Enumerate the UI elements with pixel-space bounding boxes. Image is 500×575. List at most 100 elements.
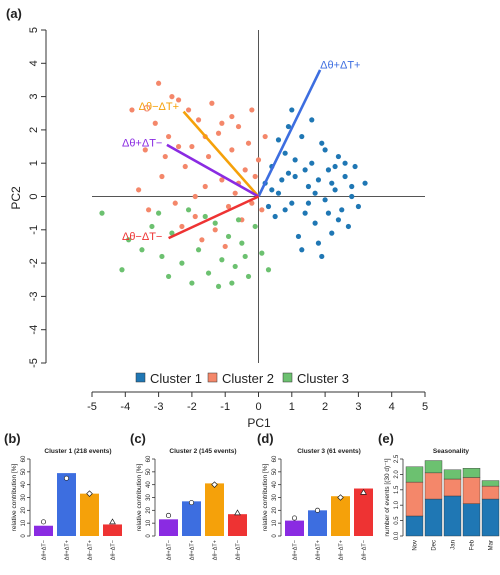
panel-e-label: (e) — [378, 431, 394, 446]
bar-category-label: Δθ−ΔT− — [362, 540, 368, 560]
panel-b-label: (b) — [4, 431, 21, 446]
vector-label: Δθ−ΔT+ — [139, 101, 179, 113]
scatter-point-cluster-3 — [229, 280, 235, 286]
scatter-point-cluster-1 — [272, 213, 278, 220]
circle-marker — [63, 475, 70, 481]
y-tick-label: 2 — [28, 127, 40, 133]
scatter-point-cluster-3 — [245, 273, 252, 280]
x-tick-label: 1 — [289, 401, 295, 413]
stacked-bar-segment — [405, 481, 424, 517]
x-tick-label: -3 — [154, 401, 164, 413]
loading-vector — [257, 69, 322, 198]
circle-marker — [188, 500, 195, 506]
legend-swatch — [207, 372, 218, 383]
legend-label: Cluster 2 — [222, 371, 274, 386]
y-tick-label: 0.0 — [394, 531, 400, 540]
scatter-point-cluster-3 — [119, 267, 125, 273]
scatter-point-cluster-3 — [232, 263, 238, 270]
y-tick-label: 2.5 — [394, 454, 400, 463]
x-tick-label: -1 — [220, 401, 230, 413]
scatter-point-cluster-1 — [315, 177, 322, 183]
panel-a-legend: Cluster 1 Cluster 2 Cluster 3 — [135, 371, 349, 386]
y-axis-label: relative contribution [%] — [11, 464, 18, 532]
scatter-point-cluster-3 — [242, 253, 248, 260]
y-tick-label: 10 — [146, 519, 152, 526]
panel-a-scatter: (a) -5 -4 -3 -2 -1 0 1 2 3 4 5 -5 -4 -3 -2 -1 0 1 2 3 4 5 Δθ+… — [6, 6, 428, 430]
scatter-point-cluster-2 — [205, 153, 212, 160]
scatter-point-cluster-2 — [225, 203, 232, 210]
scatter-point-cluster-3 — [156, 210, 162, 216]
y-tick-label: 60 — [272, 455, 278, 462]
bar — [80, 493, 99, 536]
scatter-point-cluster-2 — [156, 80, 162, 86]
scatter-point-cluster-1 — [352, 163, 358, 170]
scatter-point-cluster-1 — [349, 193, 355, 200]
y-axis-label: number of events [(30 d)⁻¹] — [384, 458, 391, 536]
scatter-point-cluster-1 — [329, 180, 335, 186]
bar-category-label: Δθ+ΔT+ — [316, 540, 322, 560]
y-tick-label: 1 — [28, 160, 40, 166]
circle-marker — [291, 515, 298, 521]
y-tick-label: 5 — [28, 27, 40, 33]
scatter-point-cluster-2 — [249, 107, 255, 113]
panel-a-label: (a) — [6, 6, 22, 21]
scatter-point-cluster-2 — [242, 167, 248, 173]
y-tick-label: 0 — [28, 193, 40, 199]
scatter-point-cluster-1 — [295, 233, 302, 240]
y-tick-label: 30 — [146, 494, 152, 501]
scatter-point-cluster-1 — [265, 203, 272, 210]
stacked-bar-segment — [443, 478, 462, 497]
scatter-point-cluster-3 — [149, 223, 155, 230]
scatter-point-cluster-1 — [275, 190, 282, 196]
scatter-point-cluster-2 — [185, 107, 192, 113]
scatter-point-cluster-2 — [189, 143, 195, 150]
stacked-bar-segment — [443, 469, 462, 480]
scatter-point-cluster-2 — [212, 227, 218, 233]
scatter-point-cluster-2 — [219, 177, 225, 183]
x-tick-label: -4 — [120, 401, 130, 413]
scatter-point-cluster-1 — [362, 180, 368, 186]
scatter-point-cluster-2 — [232, 190, 238, 196]
vector-label: Δθ+ΔT+ — [320, 59, 360, 71]
y-tick-label: 0 — [21, 534, 27, 538]
scatter-point-cluster-1 — [335, 217, 342, 223]
scatter-point-cluster-3 — [169, 230, 175, 236]
scatter-point-cluster-1 — [312, 190, 318, 196]
diamond-marker — [337, 494, 344, 501]
bar-category-label: Δθ+ΔT− — [167, 540, 173, 560]
vector-label: Δθ−ΔT− — [122, 231, 162, 243]
scatter-point-cluster-1 — [322, 147, 328, 153]
scatter-point-cluster-2 — [136, 187, 142, 193]
scatter-point-cluster-1 — [302, 210, 308, 216]
scatter-point-cluster-2 — [162, 153, 168, 160]
scatter-point-cluster-3 — [205, 270, 212, 276]
scatter-point-cluster-1 — [305, 183, 312, 190]
panel-a-axes: -5 -4 -3 -2 -1 0 1 2 3 4 5 -5 -4 -3 -2 -1 0 1 2 3 4 5 — [28, 27, 428, 413]
scatter-point-cluster-2 — [245, 140, 252, 146]
scatter-point-cluster-1 — [355, 203, 361, 210]
scatter-point-cluster-2 — [146, 207, 152, 213]
scatter-point-cluster-3 — [239, 240, 245, 246]
scatter-point-cluster-3 — [99, 210, 105, 216]
bar-category-label: Δθ−ΔT+ — [339, 540, 345, 560]
loading-vector — [182, 110, 260, 198]
bar-panel-title: Cluster 2 (145 events) — [169, 448, 236, 455]
y-tick-label: 1.0 — [394, 500, 400, 509]
scatter-point-cluster-1 — [299, 247, 305, 253]
month-label: Nov — [413, 540, 419, 551]
scatter-point-cluster-2 — [175, 97, 182, 103]
bar — [34, 525, 53, 536]
x-tick-label: 0 — [255, 401, 261, 413]
triangle-marker — [109, 518, 116, 525]
scatter-point-cluster-1 — [319, 140, 325, 146]
stacked-bar-segment — [481, 498, 500, 537]
y-tick-label: 0 — [146, 534, 152, 538]
triangle-marker — [234, 509, 241, 516]
scatter-point-cluster-1 — [309, 160, 315, 166]
y-tick-label: 0.5 — [394, 516, 400, 525]
bar-panel-title: Seasonality — [433, 448, 470, 455]
bar-category-label: Δθ+ΔT− — [293, 540, 299, 560]
bar — [354, 488, 373, 536]
y-axis-label: relative contribution [%] — [136, 464, 143, 532]
scatter-point-cluster-1 — [289, 200, 295, 206]
